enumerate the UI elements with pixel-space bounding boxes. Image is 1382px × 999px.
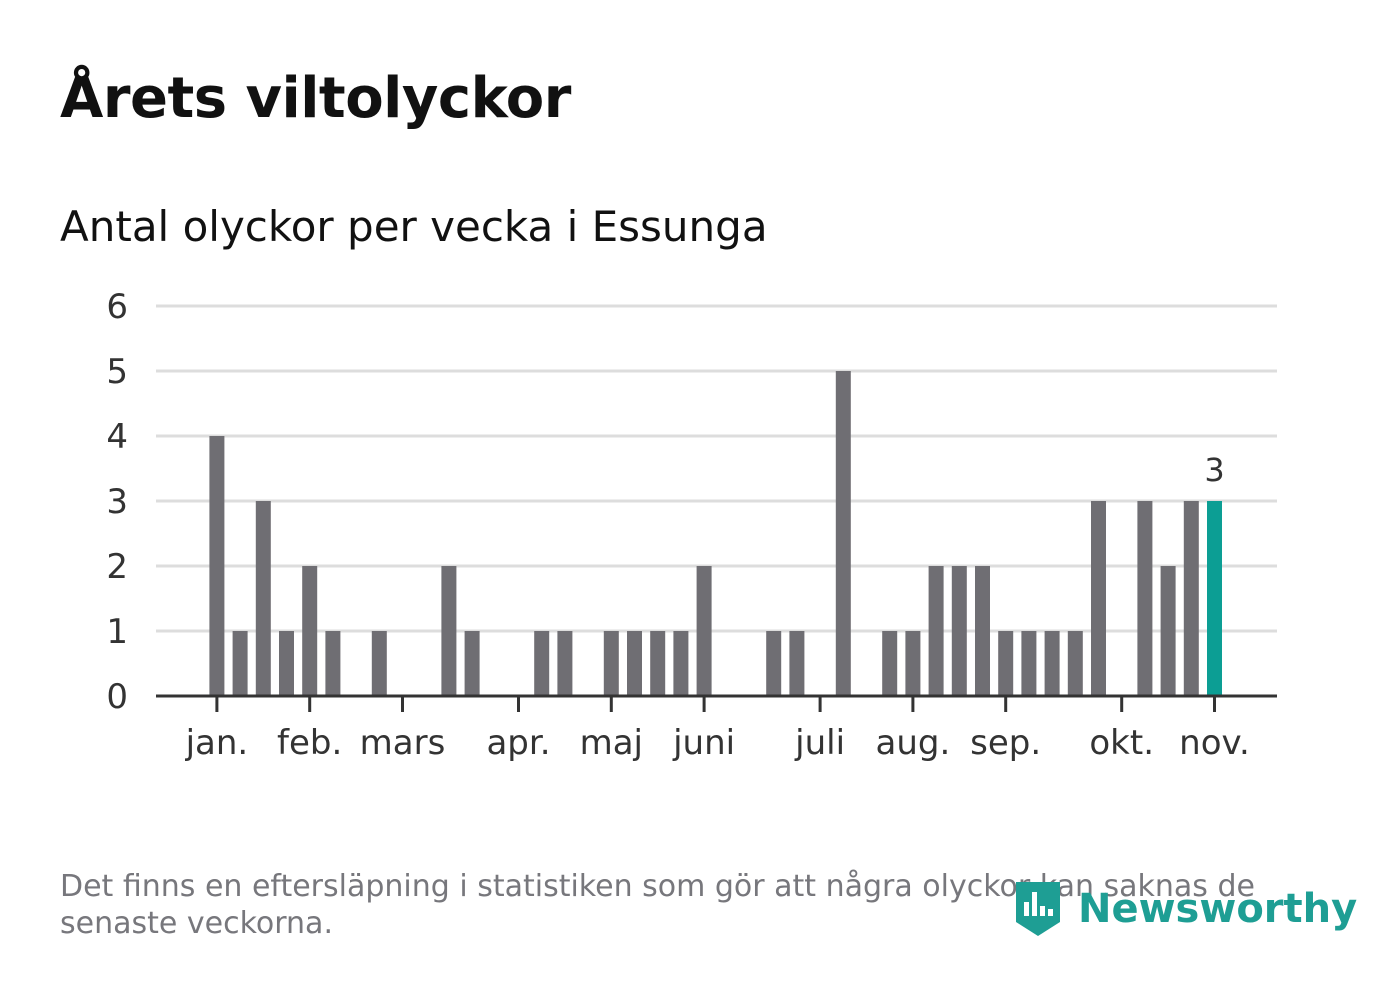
bar xyxy=(1021,631,1037,696)
axes: 0 1 2 3 4 5 6 jan. feb. mars apr. maj juni juli aug. se… xyxy=(106,287,1277,763)
bars: 3 xyxy=(209,371,1225,696)
bar xyxy=(302,566,318,696)
bar xyxy=(998,631,1014,696)
bar xyxy=(789,631,805,696)
bar xyxy=(232,631,248,696)
bar xyxy=(255,501,271,696)
bar xyxy=(325,631,341,696)
bar xyxy=(766,631,782,696)
chart-subtitle: Antal olyckor per vecka i Essunga xyxy=(60,202,768,251)
bar xyxy=(835,371,851,696)
x-tick-label: aug. xyxy=(876,723,951,763)
x-tick-label: juni xyxy=(672,723,735,763)
bar xyxy=(1044,631,1060,696)
y-tick-label: 3 xyxy=(106,482,128,522)
x-tick-label: feb. xyxy=(277,723,342,763)
bar xyxy=(557,631,573,696)
x-tick-label: mars xyxy=(360,723,446,763)
bar xyxy=(209,436,225,696)
bar xyxy=(882,631,898,696)
newsworthy-logo-text: Newsworthy xyxy=(1078,886,1358,932)
x-tick-label: maj xyxy=(580,723,643,763)
bar-highlight xyxy=(1207,501,1222,696)
bar xyxy=(1160,566,1176,696)
bar xyxy=(534,631,550,696)
newsworthy-logo-icon xyxy=(1016,882,1060,936)
y-tick-label: 0 xyxy=(106,677,128,717)
bar xyxy=(905,631,921,696)
bar xyxy=(627,631,642,696)
newsworthy-logo: Newsworthy xyxy=(1012,878,1357,940)
bar xyxy=(279,631,294,696)
y-tick-label: 6 xyxy=(106,287,128,327)
x-tick-label: sep. xyxy=(970,723,1041,763)
bar xyxy=(603,631,619,696)
chart-title: Årets viltolyckor xyxy=(60,66,571,131)
bar xyxy=(951,566,967,696)
y-tick-label: 2 xyxy=(106,547,128,587)
bar xyxy=(673,631,689,696)
bar xyxy=(1183,501,1199,696)
x-tick-label: juli xyxy=(794,723,845,763)
bar xyxy=(975,566,990,696)
y-tick-label: 4 xyxy=(106,417,128,457)
bar xyxy=(928,566,944,696)
bar xyxy=(464,631,480,696)
bar xyxy=(650,631,666,696)
bar xyxy=(1137,501,1153,696)
bar xyxy=(696,566,712,696)
y-tick-label: 1 xyxy=(106,612,128,652)
bar xyxy=(371,631,387,696)
x-tick-label: okt. xyxy=(1089,723,1154,763)
x-tick-label: jan. xyxy=(185,723,249,763)
bar xyxy=(441,566,457,696)
gridlines xyxy=(156,304,1277,633)
y-tick-label: 5 xyxy=(106,352,128,392)
x-tick-label: nov. xyxy=(1179,723,1250,763)
bar xyxy=(1091,501,1106,696)
bar-value-label: 3 xyxy=(1204,451,1224,489)
bar xyxy=(1067,631,1083,696)
x-tick-label: apr. xyxy=(486,723,550,763)
